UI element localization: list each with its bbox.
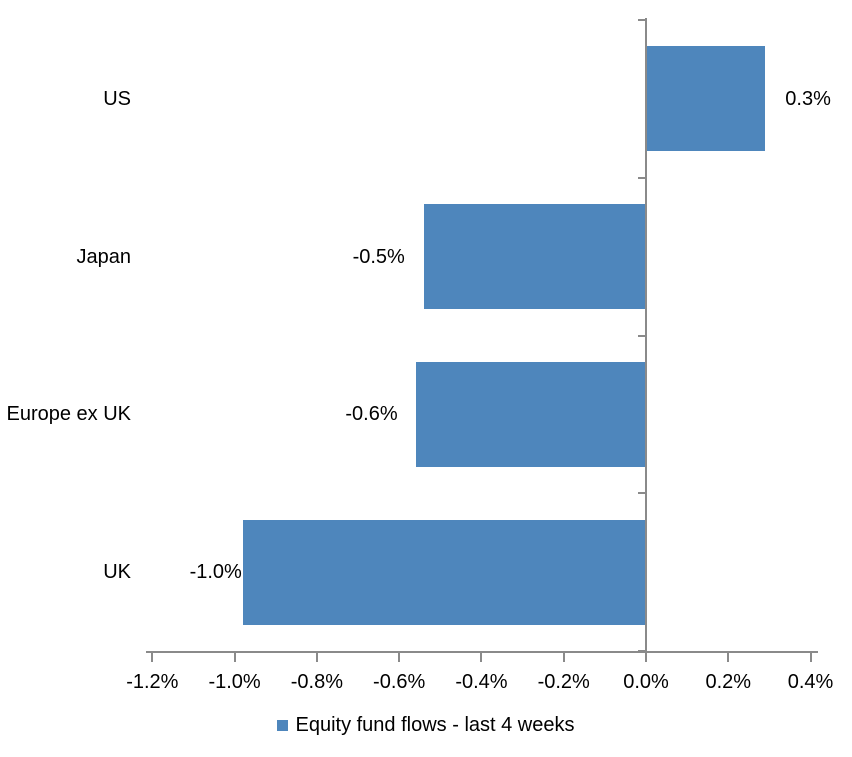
category-label: UK (103, 561, 131, 584)
category-label: Japan (76, 245, 132, 268)
category-axis-tick (638, 19, 646, 21)
category-axis-line (645, 18, 647, 653)
x-axis-tick (315, 651, 318, 662)
legend: Equity fund flows - last 4 weeks (0, 712, 852, 738)
value-label: -0.6% (345, 403, 398, 426)
x-axis-tick-label: 0.4% (787, 671, 834, 693)
x-axis-tick (151, 651, 154, 662)
x-axis-tick (809, 651, 812, 662)
category-axis-tick (638, 492, 646, 495)
x-axis-tick-label: -0.8% (290, 671, 343, 693)
x-axis-tick-label: -0.6% (373, 671, 426, 693)
x-axis-tick-label: -1.0% (208, 671, 261, 693)
x-axis-tick (562, 651, 565, 662)
x-axis-tick (398, 651, 401, 662)
value-label: -1.0% (189, 561, 242, 584)
legend-series-swatch-icon (277, 719, 289, 731)
x-axis-tick (727, 651, 730, 662)
x-axis-tick-label: -0.4% (455, 671, 508, 693)
category-axis-tick (638, 650, 646, 652)
x-axis-tick (233, 651, 236, 662)
value-label: 0.3% (785, 87, 831, 110)
bar (646, 46, 766, 152)
bar (415, 361, 646, 467)
category-label: US (103, 87, 131, 110)
category-axis-tick (638, 334, 646, 337)
bar (242, 519, 646, 625)
x-axis-tick-label: -0.2% (537, 671, 590, 693)
x-axis-tick-label: -1.2% (126, 671, 179, 693)
x-axis-tick-label: 0.2% (705, 671, 752, 693)
x-axis-tick-label: 0.0% (623, 671, 669, 693)
x-axis-tick (645, 651, 647, 662)
category-label: Europe ex UK (6, 403, 131, 426)
x-axis-tick (480, 651, 483, 662)
bar (423, 204, 646, 310)
value-label: -0.5% (352, 245, 405, 268)
category-axis-tick (638, 176, 646, 179)
legend-label: Equity fund flows - last 4 weeks (295, 714, 575, 736)
